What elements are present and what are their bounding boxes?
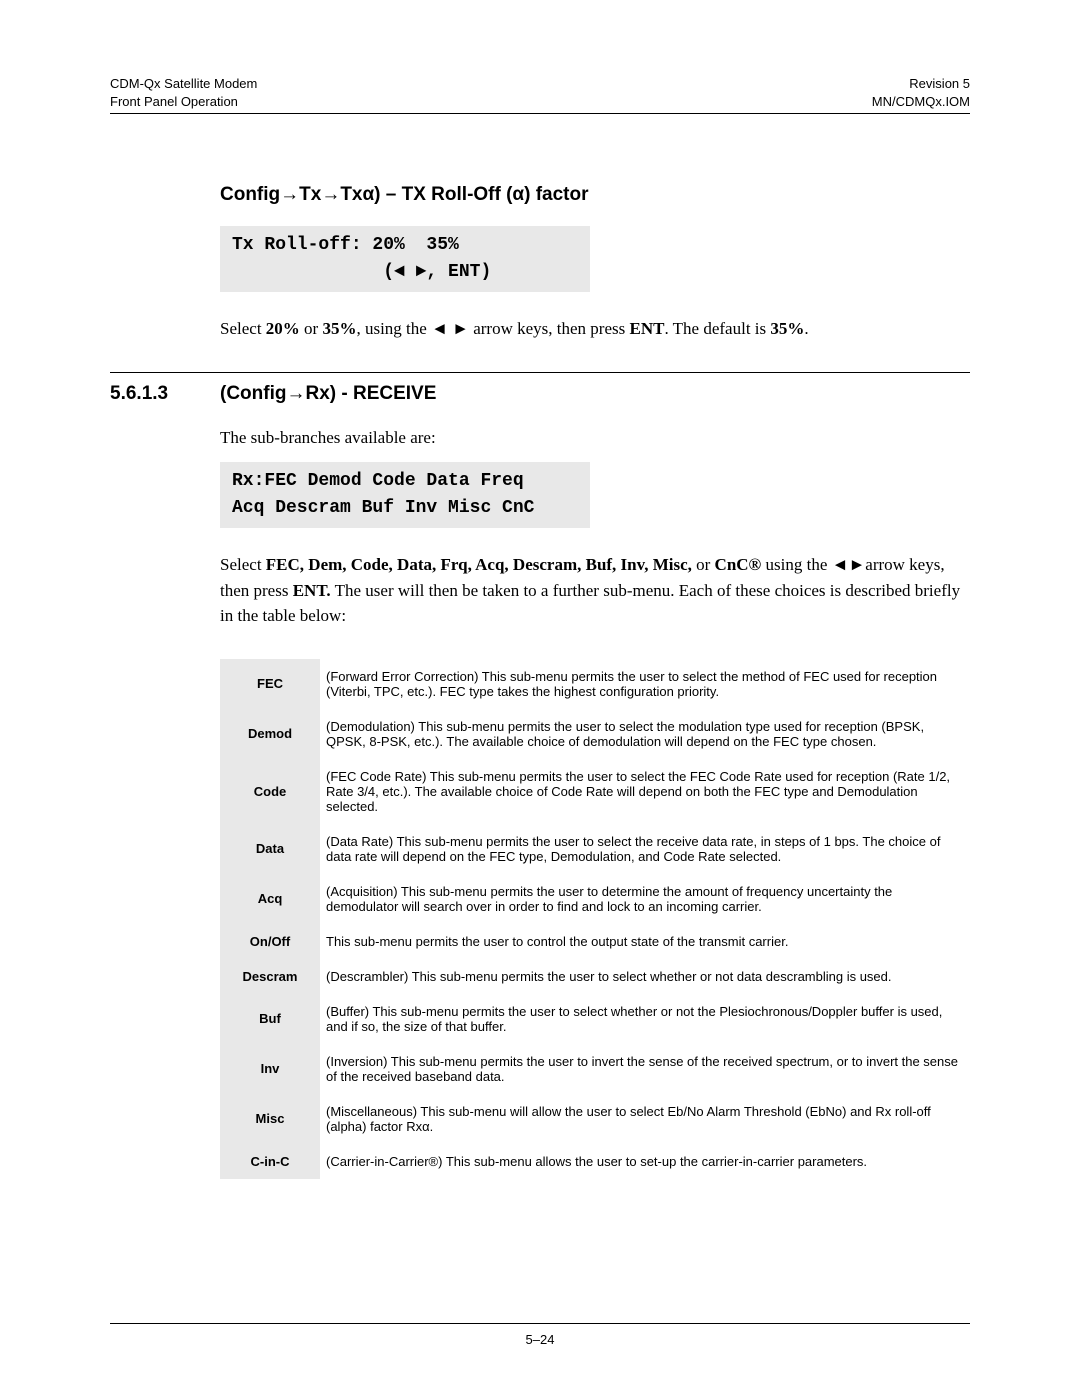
rx-options-table: FEC(Forward Error Correction) This sub-m… — [220, 659, 970, 1179]
table-row: C-in-C(Carrier-in-Carrier®) This sub-men… — [220, 1144, 970, 1179]
tx-rolloff-body: Select 20% or 35%, using the ◄ ► arrow k… — [220, 316, 970, 342]
table-desc: (Buffer) This sub-menu permits the user … — [320, 994, 970, 1044]
table-desc: (Inversion) This sub-menu permits the us… — [320, 1044, 970, 1094]
header-left: CDM-Qx Satellite Modem Front Panel Opera… — [110, 75, 257, 111]
tx-rolloff-lcd: Tx Roll-off: 20% 35% (◄ ►, ENT) — [220, 226, 590, 292]
lcd-line: Tx Roll-off: 20% 35% — [232, 235, 459, 255]
rx-lcd: Rx:FEC Demod Code Data Freq Acq Descram … — [220, 462, 590, 528]
table-key: Misc — [220, 1094, 320, 1144]
table-key: Acq — [220, 874, 320, 924]
tx-rolloff-title: Config→Tx→Txα) – TX Roll-Off (α) factor — [220, 184, 970, 206]
table-key: FEC — [220, 659, 320, 709]
table-key: Demod — [220, 709, 320, 759]
table-key: C-in-C — [220, 1144, 320, 1179]
header-left-line2: Front Panel Operation — [110, 93, 257, 111]
page-header: CDM-Qx Satellite Modem Front Panel Opera… — [110, 75, 970, 111]
footer-rule — [110, 1323, 970, 1324]
table-desc: (Carrier-in-Carrier®) This sub-menu allo… — [320, 1144, 970, 1179]
table-desc: (Forward Error Correction) This sub-menu… — [320, 659, 970, 709]
table-desc: (FEC Code Rate) This sub-menu permits th… — [320, 759, 970, 824]
section-number: 5.6.1.3 — [110, 383, 220, 405]
rx-body: Select FEC, Dem, Code, Data, Frq, Acq, D… — [220, 552, 970, 629]
table-row: On/OffThis sub-menu permits the user to … — [220, 924, 970, 959]
table-key: Descram — [220, 959, 320, 994]
table-desc: (Descrambler) This sub-menu permits the … — [320, 959, 970, 994]
section-rule — [110, 372, 970, 373]
table-row: Descram(Descrambler) This sub-menu permi… — [220, 959, 970, 994]
table-row: Data(Data Rate) This sub-menu permits th… — [220, 824, 970, 874]
lcd-line: Acq Descram Buf Inv Misc CnC — [232, 498, 534, 518]
rx-section-heading: 5.6.1.3 (Config→Rx) - RECEIVE — [110, 383, 970, 405]
table-desc: (Data Rate) This sub-menu permits the us… — [320, 824, 970, 874]
table-row: Acq(Acquisition) This sub-menu permits t… — [220, 874, 970, 924]
table-row: Buf(Buffer) This sub-menu permits the us… — [220, 994, 970, 1044]
table-row: Demod(Demodulation) This sub-menu permit… — [220, 709, 970, 759]
lcd-line: (◄ ►, ENT) — [232, 262, 491, 282]
table-key: Buf — [220, 994, 320, 1044]
table-row: Misc(Miscellaneous) This sub-menu will a… — [220, 1094, 970, 1144]
table-row: FEC(Forward Error Correction) This sub-m… — [220, 659, 970, 709]
page-footer: 5–24 — [110, 1323, 970, 1347]
table-desc: (Miscellaneous) This sub-menu will allow… — [320, 1094, 970, 1144]
table-key: Code — [220, 759, 320, 824]
section-title: (Config→Rx) - RECEIVE — [220, 383, 436, 405]
rx-intro: The sub-branches available are: — [220, 425, 970, 451]
table-row: Inv(Inversion) This sub-menu permits the… — [220, 1044, 970, 1094]
header-right: Revision 5 MN/CDMQx.IOM — [872, 75, 970, 111]
page-number: 5–24 — [110, 1332, 970, 1347]
header-right-line2: MN/CDMQx.IOM — [872, 93, 970, 111]
table-row: Code(FEC Code Rate) This sub-menu permit… — [220, 759, 970, 824]
table-key: Data — [220, 824, 320, 874]
table-key: On/Off — [220, 924, 320, 959]
header-left-line1: CDM-Qx Satellite Modem — [110, 75, 257, 93]
table-desc: (Acquisition) This sub-menu permits the … — [320, 874, 970, 924]
lcd-line: Rx:FEC Demod Code Data Freq — [232, 471, 524, 491]
header-right-line1: Revision 5 — [872, 75, 970, 93]
table-desc: This sub-menu permits the user to contro… — [320, 924, 970, 959]
table-desc: (Demodulation) This sub-menu permits the… — [320, 709, 970, 759]
content-area: Config→Tx→Txα) – TX Roll-Off (α) factor … — [110, 114, 970, 1179]
table-key: Inv — [220, 1044, 320, 1094]
